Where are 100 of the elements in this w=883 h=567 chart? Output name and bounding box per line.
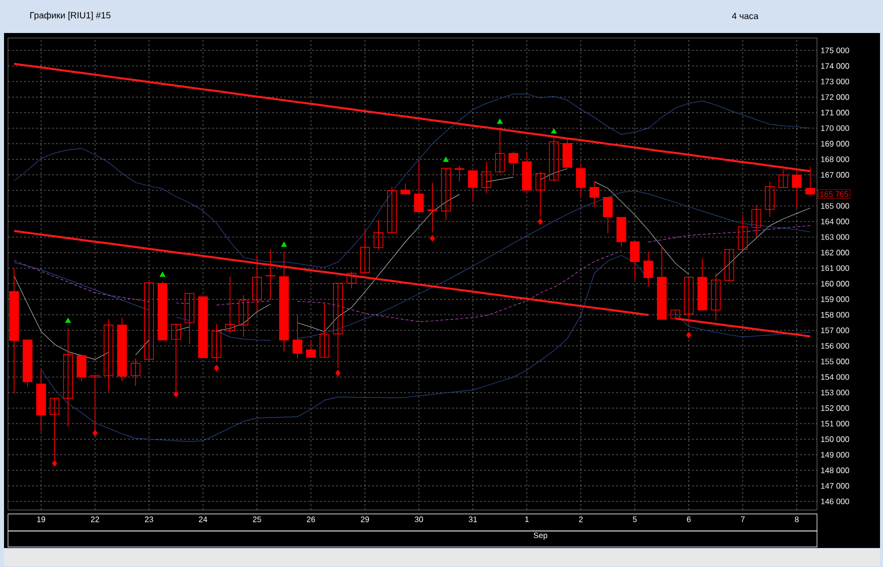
y-tick-label: 156 000 — [821, 343, 850, 349]
candlestick — [225, 276, 235, 334]
point — [160, 272, 166, 277]
candlestick — [508, 151, 518, 176]
candlestick — [266, 249, 276, 300]
candlestick — [104, 318, 114, 392]
y-tick-label: 160 000 — [821, 280, 850, 287]
y-tick-label: 150 000 — [821, 436, 850, 442]
y-tick-label: 173 000 — [821, 78, 850, 84]
candlestick — [562, 138, 572, 168]
candlestick — [346, 271, 356, 289]
y-tick-label: 148 000 — [821, 468, 850, 474]
candlestick — [360, 230, 370, 274]
point — [335, 370, 341, 376]
point — [173, 390, 179, 398]
candlestick — [792, 170, 802, 209]
y-tick-label: 159 000 — [821, 296, 850, 302]
x-tick-label: 26 — [306, 516, 316, 522]
candlestick — [630, 241, 640, 280]
candlestick — [778, 169, 788, 188]
candlestick — [252, 254, 262, 312]
point — [550, 128, 557, 134]
point — [281, 242, 287, 247]
candlestick — [684, 276, 694, 324]
candlestick — [144, 282, 154, 360]
candlestick — [589, 181, 600, 208]
candlestick — [387, 186, 397, 234]
y-tick-label: 153 000 — [821, 390, 850, 396]
candlestick — [292, 314, 302, 359]
candlestick — [184, 292, 194, 344]
y-tick-label: 149 000 — [821, 452, 850, 458]
x-tick-label: 2 — [579, 516, 583, 522]
candlestick — [495, 130, 505, 174]
candlestick — [306, 340, 316, 358]
x-tick-label: 29 — [360, 516, 369, 522]
y-tick-label: 170 000 — [821, 125, 850, 132]
y-tick-label: 151 000 — [821, 420, 850, 427]
y-tick-label: 171 000 — [821, 110, 850, 116]
text: 165 765 — [820, 191, 848, 197]
x-tick-label: 8 — [794, 516, 799, 522]
x-tick-label: 24 — [198, 516, 208, 522]
y-tick-label: 164 000 — [821, 218, 850, 224]
y-tick-label: 168 000 — [821, 156, 850, 162]
point — [92, 430, 98, 436]
x-tick-label: 23 — [144, 516, 154, 522]
candlestick — [63, 328, 73, 428]
x-tick-label: 7 — [740, 516, 745, 522]
chart-subtitle: 4 часа — [732, 12, 758, 20]
candlestick — [724, 248, 734, 281]
candlestick — [238, 294, 248, 338]
candlestick — [576, 162, 586, 198]
point — [214, 364, 220, 372]
candlestick — [441, 168, 451, 220]
x-tick-label: 6 — [686, 516, 691, 522]
y-tick-label: 163 000 — [821, 234, 850, 240]
candlestick — [602, 196, 613, 234]
candlestick — [643, 251, 654, 288]
candlestick — [400, 183, 410, 194]
candlestick — [414, 161, 424, 212]
point — [496, 118, 503, 124]
x-tick-label: 25 — [252, 516, 262, 522]
candlestick — [454, 166, 464, 182]
point — [52, 460, 58, 467]
y-tick-label: 162 000 — [821, 250, 850, 256]
y-tick-label: 175 000 — [821, 48, 850, 54]
candlestick — [320, 302, 330, 358]
y-tick-label: 174 000 — [821, 63, 850, 69]
x-tick-label: 19 — [37, 516, 46, 522]
y-tick-label: 167 000 — [821, 172, 850, 178]
candlestick — [805, 166, 816, 196]
candlestick — [76, 354, 86, 382]
y-tick-label: 161 000 — [821, 265, 850, 271]
candlestick — [710, 272, 721, 322]
y-tick-label: 165 000 — [821, 203, 850, 209]
x-axis-title: Sep — [534, 532, 548, 540]
chart-title: Графики [RIU1] #15 — [30, 12, 110, 20]
x-tick-label: 31 — [468, 516, 477, 522]
y-tick-label: 169 000 — [821, 140, 850, 147]
y-tick-label: 152 000 — [821, 405, 850, 411]
candlestick — [212, 324, 222, 362]
x-tick-label: 22 — [91, 516, 100, 522]
candlestick — [130, 358, 140, 386]
x-tick-label: 1 — [525, 516, 529, 522]
x-tick-label: 30 — [414, 516, 424, 522]
candlestick — [549, 136, 559, 182]
point — [65, 318, 72, 323]
x-tick-label: 5 — [632, 516, 637, 522]
point — [442, 156, 449, 162]
point — [430, 234, 436, 242]
y-tick-label: 155 000 — [821, 358, 850, 364]
y-tick-label: 157 000 — [821, 328, 850, 334]
candlestick — [738, 214, 748, 250]
candlestick — [374, 220, 384, 250]
point — [538, 218, 543, 226]
point — [686, 332, 692, 338]
y-tick-label: 158 000 — [821, 312, 850, 318]
y-tick-label: 147 000 — [821, 483, 850, 489]
candlestick — [751, 204, 762, 238]
y-tick-label: 146 000 — [821, 498, 850, 504]
candlestick — [482, 161, 492, 194]
